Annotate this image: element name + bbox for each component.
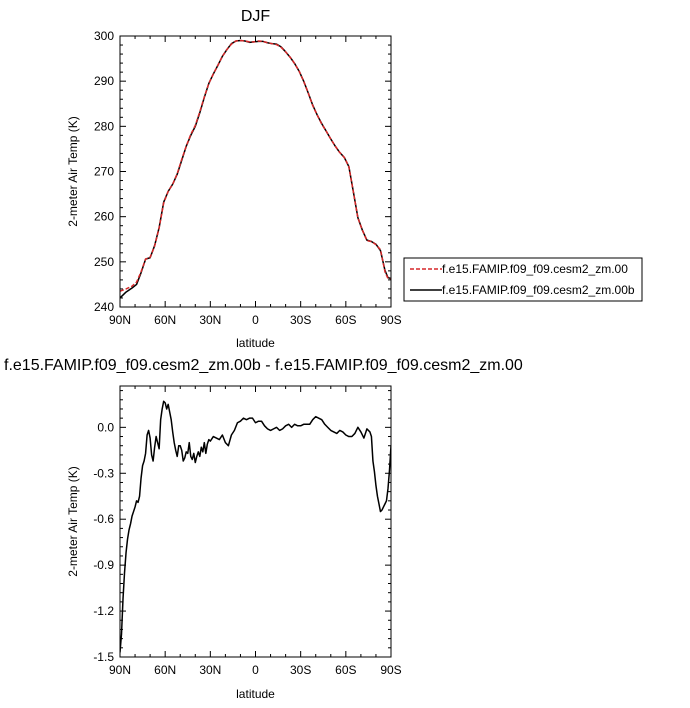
legend-label-cesm2-zm-00: f.e15.FAMIP.f09_f09.cesm2_zm.00 (442, 262, 628, 276)
bottom-x-tick-label: 0 (252, 663, 259, 677)
bottom-x-tick-label: 30S (290, 663, 311, 677)
top-y-axis-label: 2-meter Air Temp (K) (66, 116, 80, 226)
legend-box (403, 257, 643, 302)
bottom-x-tick-label: 90S (380, 663, 401, 677)
top-chart-panel: DJF 90N 60N 30N 0 30S 60S 90S 240 250 260 270 280 29… (66, 8, 402, 350)
top-y-tick-label: 260 (94, 210, 114, 224)
top-y-tick-label: 290 (94, 74, 114, 88)
top-x-tick-label: 0 (252, 313, 259, 327)
bottom-series-line-difference (120, 400, 391, 653)
bottom-y-tick-label: 0.0 (97, 420, 114, 434)
top-x-tick-label: 90S (380, 313, 401, 327)
top-y-tick-label: 270 (94, 165, 114, 179)
top-x-tick-label: 30N (199, 313, 221, 327)
top-series-line-f-e15-famip-f09-f09-cesm2-zm-00 (120, 39, 391, 292)
bottom-y-tick-label: -1.2 (93, 604, 114, 618)
top-series-line-f-e15-famip-f09-f09-cesm2-zm-00b (120, 39, 391, 299)
bottom-x-tick-label: 30N (199, 663, 221, 677)
bottom-x-tick-label: 90N (109, 663, 131, 677)
bottom-chart-title: f.e15.FAMIP.f09_f09.cesm2_zm.00b - f.e15… (4, 357, 523, 374)
top-x-axis-label: latitude (236, 336, 275, 350)
top-y-tick-label: 280 (94, 119, 114, 133)
bottom-x-axis-label: latitude (236, 687, 275, 701)
top-x-tick-label: 60S (335, 313, 356, 327)
bottom-x-tick-label: 60S (335, 663, 356, 677)
top-y-tick-label: 240 (94, 300, 114, 314)
top-x-tick-label: 90N (109, 313, 131, 327)
top-chart-title: DJF (241, 8, 271, 25)
legend-label-cesm2-zm-00b: f.e15.FAMIP.f09_f09.cesm2_zm.00b (442, 283, 635, 297)
bottom-y-tick-label: -0.6 (93, 512, 114, 526)
top-y-tick-label: 250 (94, 255, 114, 269)
bottom-y-tick-label: -0.3 (93, 466, 114, 480)
bottom-y-axis-label: 2-meter Air Temp (K) (66, 466, 80, 576)
bottom-chart-panel: f.e15.FAMIP.f09_f09.cesm2_zm.00b - f.e15… (4, 357, 523, 701)
top-x-tick-label: 60N (154, 313, 176, 327)
top-y-tick-label: 300 (94, 29, 114, 43)
top-x-tick-label: 30S (290, 313, 311, 327)
legend: f.e15.FAMIP.f09_f09.cesm2_zm.00 f.e15.FA… (403, 257, 643, 302)
bottom-x-tick-label: 60N (154, 663, 176, 677)
bottom-y-tick-label: -1.5 (93, 650, 114, 664)
bottom-y-tick-label: -0.9 (93, 558, 114, 572)
